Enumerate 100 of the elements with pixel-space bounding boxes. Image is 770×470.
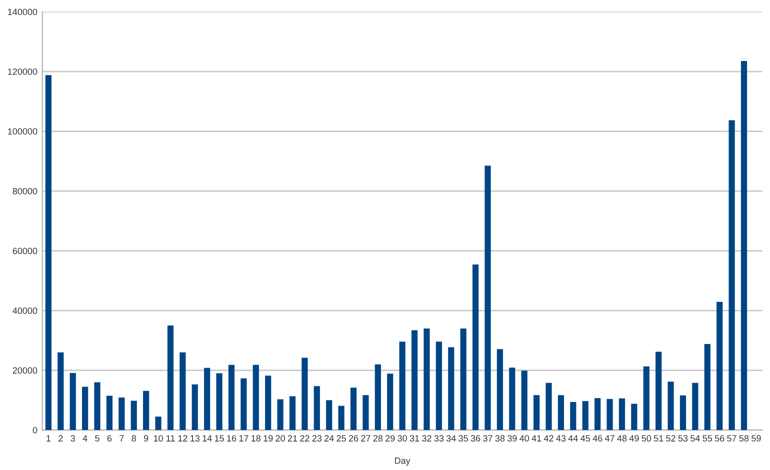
x-tick-label: 49	[629, 435, 639, 442]
x-tick-label: 35	[458, 435, 468, 442]
x-tick-label: 50	[642, 435, 652, 442]
x-tick-label: 37	[483, 435, 492, 442]
x-tick-label: 11	[166, 435, 175, 442]
bar	[289, 396, 296, 430]
x-tick-label: 26	[348, 435, 358, 442]
bar	[70, 372, 76, 430]
bar	[252, 364, 259, 430]
bar	[362, 395, 369, 430]
x-tick-label: 14	[202, 435, 212, 442]
bar	[716, 302, 723, 430]
x-tick-label: 22	[300, 435, 310, 442]
bar	[45, 75, 52, 430]
bar	[704, 344, 710, 430]
bar	[606, 398, 613, 430]
y-tick-label: 60000	[12, 248, 38, 254]
bar	[618, 398, 626, 430]
bar	[302, 358, 308, 430]
bar	[167, 325, 174, 430]
bar	[668, 382, 674, 430]
x-tick-label: 17	[239, 435, 248, 442]
x-tick-label: 16	[227, 435, 236, 442]
x-tick-label: 58	[739, 435, 749, 442]
bar	[436, 342, 442, 430]
bar	[387, 374, 394, 430]
bar	[374, 364, 381, 430]
bar	[448, 347, 454, 430]
x-tick-label: 19	[264, 435, 273, 442]
bar	[582, 401, 588, 430]
bar	[130, 400, 137, 430]
bar	[728, 120, 735, 430]
x-tick-label: 39	[507, 435, 517, 442]
y-tick-label: 0	[32, 427, 38, 434]
bar	[106, 396, 113, 430]
bar	[558, 395, 564, 430]
bar	[496, 349, 503, 430]
bar	[314, 386, 320, 430]
bar	[228, 364, 235, 430]
bar	[643, 366, 650, 430]
bar	[424, 328, 430, 430]
bar	[484, 166, 491, 430]
x-tick-label: 5	[95, 435, 100, 442]
x-tick-label: 41	[532, 435, 542, 442]
x-tick-label: 1	[46, 435, 51, 442]
x-tick-label: 20	[276, 435, 285, 442]
x-tick-label: 33	[434, 435, 444, 442]
bar	[399, 342, 406, 430]
bar	[460, 328, 466, 430]
x-tick-label: 31	[410, 435, 420, 442]
x-tick-label: 18	[252, 435, 261, 442]
x-tick-label: 6	[107, 435, 112, 442]
y-tick-label: 80000	[12, 188, 38, 194]
x-tick-label: 34	[446, 435, 456, 442]
bar	[240, 378, 247, 430]
bar	[656, 352, 662, 430]
x-tick-label: 56	[714, 435, 724, 442]
bar	[94, 382, 100, 430]
x-tick-label: 15	[214, 435, 224, 442]
x-tick-label: 40	[520, 435, 530, 442]
x-tick-label: 36	[470, 435, 480, 442]
bar	[277, 399, 284, 430]
x-tick-label: 24	[324, 435, 334, 442]
bar	[740, 61, 748, 430]
bar	[326, 400, 332, 430]
x-tick-label: 55	[702, 435, 712, 442]
y-tick-label: 100000	[8, 128, 38, 135]
y-tick-label: 40000	[12, 308, 38, 314]
bar	[58, 352, 64, 430]
x-tick-label: 30	[398, 435, 407, 442]
x-tick-label: 2	[58, 435, 63, 442]
bar	[534, 395, 540, 430]
x-tick-label: 53	[678, 435, 688, 442]
x-tick-label: 25	[336, 435, 346, 442]
bar	[411, 330, 418, 430]
bar	[118, 397, 125, 430]
bar	[204, 368, 210, 430]
x-tick-label: 4	[82, 435, 88, 442]
bar	[180, 352, 186, 430]
bar	[216, 373, 222, 430]
bar	[546, 382, 552, 430]
bar	[155, 416, 162, 430]
x-tick-label: 7	[120, 435, 124, 442]
x-tick-label: 38	[495, 435, 505, 442]
x-tick-label: 10	[154, 435, 163, 442]
x-tick-label: 3	[70, 435, 75, 442]
y-tick-label: 140000	[8, 8, 38, 16]
bar	[82, 386, 88, 430]
bar	[521, 370, 528, 430]
bar	[338, 406, 344, 430]
bar	[692, 382, 698, 430]
bar	[350, 388, 357, 430]
bar	[472, 264, 479, 430]
x-tick-label: 9	[144, 435, 148, 442]
x-tick-label: 43	[556, 435, 566, 442]
y-tick-label: 120000	[8, 68, 38, 75]
x-tick-label: 47	[604, 435, 614, 442]
bar	[509, 368, 516, 430]
x-tick-label: 12	[178, 435, 188, 442]
x-tick-label: 46	[592, 435, 602, 442]
